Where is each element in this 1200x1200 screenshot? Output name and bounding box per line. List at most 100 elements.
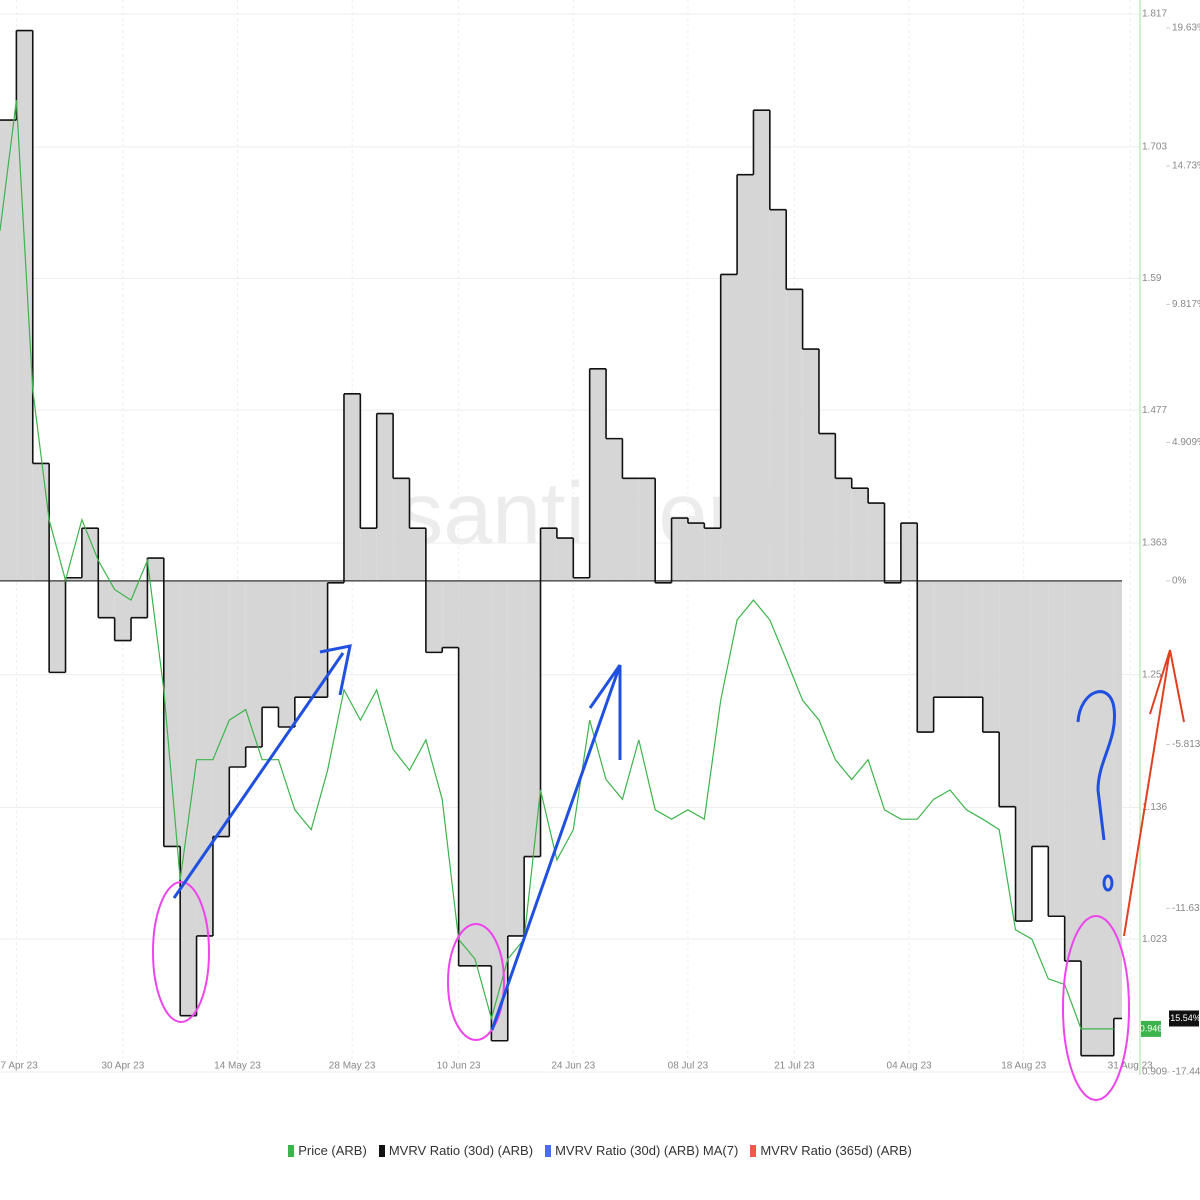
mvrv-area (687, 523, 705, 581)
legend-label: MVRV Ratio (30d) (ARB) MA(7) (555, 1143, 739, 1158)
mvrv-area (98, 580, 115, 618)
mvrv-area (409, 528, 426, 581)
mvrv-area (1031, 580, 1049, 847)
mvrv-area (360, 528, 377, 581)
current-badge-label: -15.54% (1167, 1013, 1200, 1023)
y2-tick-label: -17.44% (1172, 1067, 1200, 1078)
mvrv-area (737, 174, 754, 581)
mvrv-area (65, 577, 82, 581)
mvrv-area (196, 580, 213, 936)
y2-tick-label: 9.817% (1172, 299, 1200, 310)
x-tick-label: 10 Jun 23 (437, 1061, 481, 1072)
legend-swatch (288, 1144, 295, 1157)
y2-tick-label: 4.909% (1172, 437, 1200, 448)
mvrv-area (32, 463, 50, 581)
y2-tick-label: 0% (1172, 575, 1187, 586)
x-tick-label: 30 Apr 23 (101, 1061, 144, 1072)
x-tick-label: 28 May 23 (329, 1061, 376, 1072)
y-tick-label: 1.477 (1142, 405, 1167, 416)
mvrv-area (1048, 580, 1065, 917)
mvrv-area (131, 580, 148, 618)
x-tick-label: 18 Aug 23 (1001, 1061, 1046, 1072)
mvrv-area (950, 580, 967, 698)
mvrv-area (900, 523, 918, 581)
mvrv-area (245, 580, 263, 747)
mvrv-area (0, 120, 17, 581)
mvrv-area (835, 478, 852, 581)
mvrv-area (999, 580, 1016, 807)
mvrv-area (638, 478, 656, 581)
mvrv-area (114, 580, 132, 641)
legend-label: Price (ARB) (298, 1143, 367, 1158)
x-tick-label: 31 Aug 23 (1108, 1061, 1153, 1072)
x-tick-label: 04 Aug 23 (887, 1061, 932, 1072)
mvrv-area (458, 580, 476, 966)
mvrv-area (917, 580, 934, 733)
mvrv-area (966, 580, 983, 698)
y2-tick-label: 19.63% (1172, 23, 1200, 34)
current-badge (1169, 1010, 1199, 1027)
x-tick-label: 24 Jun 23 (551, 1061, 595, 1072)
mvrv-area (327, 580, 344, 583)
mvrv-area (655, 580, 672, 583)
mvrv-area (606, 438, 623, 581)
mvrv-area (491, 580, 508, 1041)
mvrv-area (16, 30, 33, 581)
mvrv-area (81, 528, 99, 581)
mvrv-area (49, 580, 66, 673)
x-tick-label: 21 Jul 23 (774, 1061, 815, 1072)
mvrv-area (393, 478, 410, 581)
y-tick-label: 1.023 (1142, 934, 1167, 945)
mvrv-area (425, 580, 443, 653)
mvrv-area (1064, 580, 1082, 962)
chart: ·santiment· 1.8171.7031.591.4771.3631.25… (0, 0, 1200, 1078)
mvrv-area (868, 503, 885, 581)
legend-item[interactable]: MVRV Ratio (30d) (ARB) (378, 1143, 534, 1158)
y-tick-label: 1.703 (1142, 141, 1167, 152)
mvrv-area (556, 538, 574, 581)
mvrv-area (311, 580, 328, 698)
y-tick-label: 0.909 (1142, 1067, 1167, 1078)
mvrv-area (507, 580, 525, 936)
mvrv-area (147, 558, 164, 581)
mvrv-area (802, 349, 819, 581)
mvrv-area (262, 580, 279, 708)
mvrv-area (622, 478, 639, 581)
mvrv-area (1081, 580, 1098, 1056)
mvrv-area (884, 580, 901, 583)
mvrv-area (769, 209, 787, 581)
y-tick-label: 1.817 (1142, 9, 1167, 20)
legend-swatch (545, 1144, 552, 1157)
legend-label: MVRV Ratio (30d) (ARB) (388, 1143, 534, 1158)
mvrv-area (671, 518, 688, 581)
mvrv-area (753, 110, 770, 581)
x-tick-label: 14 May 23 (214, 1061, 261, 1072)
x-tick-label: 17 Apr 23 (0, 1061, 38, 1072)
mvrv-area (982, 580, 1000, 733)
legend-item[interactable]: Price (ARB) (288, 1143, 367, 1158)
y2-tick-label: 14.73% (1172, 161, 1200, 172)
mvrv-area (704, 528, 721, 581)
y-tick-label: 1.25 (1142, 669, 1162, 680)
legend-item[interactable]: MVRV Ratio (30d) (ARB) MA(7) (545, 1143, 738, 1158)
mvrv-area (720, 274, 738, 581)
mvrv-area (180, 580, 197, 1016)
mvrv-area (442, 580, 459, 648)
mvrv-area (376, 413, 394, 581)
mvrv-area (1113, 580, 1122, 1019)
mvrv-area (278, 580, 295, 728)
current-badge-label: 0.946 (1140, 1023, 1163, 1033)
mvrv-area (1015, 580, 1032, 922)
mvrv-area (573, 577, 590, 581)
mvrv-area (294, 580, 312, 698)
mvrv-area (589, 368, 607, 581)
y-tick-label: 1.59 (1142, 273, 1162, 284)
legend-item[interactable]: MVRV Ratio (365d) (ARB) (750, 1143, 912, 1158)
y2-tick-label: -11.63% (1172, 903, 1200, 914)
y2-tick-label: -5.813% (1172, 739, 1200, 750)
mvrv-area (818, 433, 836, 581)
current-badge (1141, 1020, 1161, 1037)
mvrv-area (933, 580, 951, 698)
mvrv-area (851, 488, 869, 581)
